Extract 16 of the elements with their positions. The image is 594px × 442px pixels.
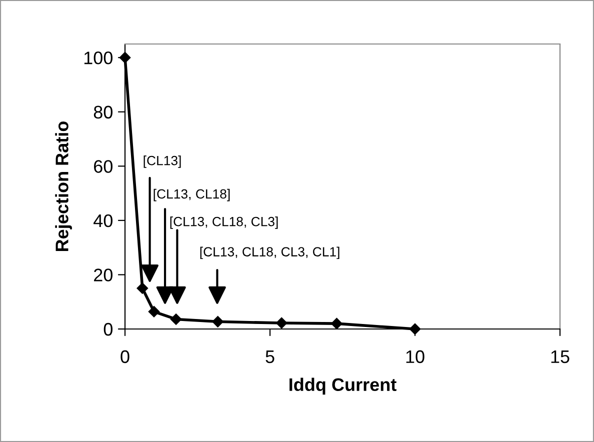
annotation: [CL13, CL18] [154,188,230,202]
y-tick-label: 0 [104,322,112,336]
y-tick-label: 20 [94,268,112,282]
x-tick-label: 10 [406,350,424,364]
y-tick-label: 100 [84,52,112,64]
x-axis-title: Iddq Current [290,378,396,395]
annotation: [CL13] [144,156,181,168]
y-tick-label: 40 [94,214,112,228]
annotation: [CL13, CL18, CL3] [170,216,278,229]
x-tick-label: 15 [551,350,570,364]
annotation: [CL13, CL18, CL3, CL1] [200,246,340,260]
x-tick-label: 0 [120,350,130,364]
x-tick-label: 5 [266,350,274,364]
y-tick-label: 80 [94,106,112,119]
y-axis-title: Rejection Ratio [55,121,72,251]
y-tick-label: 60 [94,160,112,173]
